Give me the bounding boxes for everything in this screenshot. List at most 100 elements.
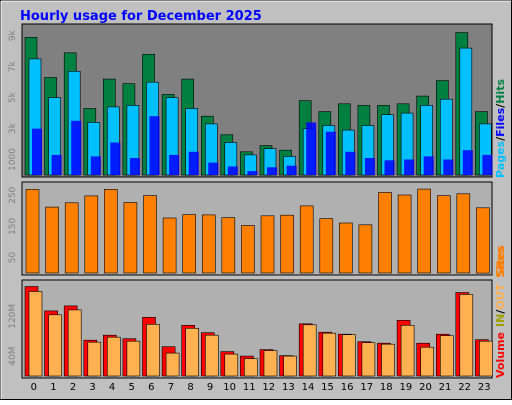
sites-bar (280, 214, 294, 274)
y-tick-label: 3k (8, 122, 18, 134)
x-tick-label: 8 (187, 382, 193, 393)
legend-sites-faint: Sites (494, 246, 507, 277)
sites-bar (241, 225, 255, 274)
sites-bar (358, 224, 373, 274)
sites-bar (123, 202, 138, 274)
x-tick-label: 14 (302, 382, 315, 393)
volume-out-bar (459, 294, 474, 377)
volume-out-bar (283, 355, 297, 377)
y-tick-label: 7k (8, 60, 18, 72)
legend-pages: Pages (494, 140, 507, 178)
volume-out-bar (67, 309, 82, 377)
pages-bar (247, 171, 258, 175)
hits-panel (21, 23, 493, 178)
pages-bar (325, 131, 336, 175)
pages-bar (482, 154, 493, 175)
x-tick-label: 15 (321, 382, 334, 393)
volume-out-bar (341, 334, 356, 377)
sites-bar (397, 194, 412, 274)
pages-bar (71, 120, 82, 175)
pages-bar (404, 159, 415, 175)
y-tick-label: 120M (8, 304, 18, 329)
bars (24, 32, 493, 377)
y-ticks: 1000 3k 5k 7k 9k 50 150 250 40M 120M (8, 29, 18, 365)
volume-out-bar (87, 341, 102, 377)
volume-out-bar (420, 346, 435, 377)
legend-slash-3: / (494, 309, 507, 314)
pages-bar (90, 156, 101, 175)
volume-out-bar (381, 343, 395, 377)
y-tick-label: 250 (8, 186, 18, 203)
volume-out-bar (361, 342, 376, 377)
y-tick-label: 1000 (8, 148, 18, 171)
volume-out-bar (263, 350, 278, 377)
sites-bar (182, 214, 196, 274)
volume-out-bar (302, 324, 317, 377)
legend-slash-2: / (494, 103, 507, 108)
x-tick-label: 6 (148, 382, 154, 393)
pages-bar (51, 154, 62, 175)
sites-bar (319, 218, 334, 274)
legend-volume: Volume (494, 332, 507, 378)
pages-bar (306, 122, 317, 175)
volume-out-bar (48, 314, 62, 377)
volume-out-bar (224, 353, 239, 377)
pages-bar (267, 167, 277, 175)
sites-bar (456, 193, 471, 274)
x-tick-label: 2 (70, 382, 76, 393)
x-tick-label: 5 (129, 382, 135, 393)
x-tick-label: 12 (262, 382, 275, 393)
pages-bar (364, 158, 375, 175)
x-tick-label: 22 (458, 382, 471, 393)
legend-hits-panel: Pages/Files/Hits (494, 79, 507, 178)
sites-bar (338, 222, 353, 274)
x-tick-label: 3 (89, 382, 95, 393)
x-tick-label: 0 (31, 382, 37, 393)
sites-bar (104, 189, 118, 274)
legend-out: OUT (494, 283, 507, 309)
pages-bar (227, 166, 238, 175)
pages-bar (188, 151, 199, 175)
pages-bar (149, 116, 160, 175)
pages-bar (384, 160, 395, 175)
volume-out-bar (185, 327, 199, 377)
chart-title: Hourly usage for December 2025 (20, 9, 262, 24)
x-tick-label: 10 (223, 382, 236, 393)
x-ticks: 0 1 2 3 4 5 6 7 8 9 10 11 12 13 14 15 16 17 18 19 20 21 22 23 (31, 382, 491, 393)
legend-slash-1: / (494, 136, 507, 141)
x-tick-label: 16 (341, 382, 354, 393)
x-tick-label: 9 (207, 382, 213, 393)
sites-bar (162, 217, 177, 274)
y-tick-label: 50 (8, 252, 18, 264)
volume-out-bar (146, 323, 160, 377)
sites-bar (299, 205, 314, 274)
pages-bar (345, 151, 356, 175)
sites-panel (21, 181, 493, 276)
pages-bar (110, 142, 121, 175)
volume-out-bar (28, 291, 43, 377)
pages-bar (286, 165, 297, 175)
y-tick-label: 9k (8, 29, 18, 41)
volume-out-bar (479, 340, 493, 377)
x-tick-label: 4 (109, 382, 115, 393)
x-tick-label: 13 (282, 382, 295, 393)
volume-out-bar (400, 324, 415, 377)
legend-in: IN (494, 314, 507, 327)
volume-out-bar (107, 336, 121, 377)
pages-bar (462, 150, 473, 175)
volume-out-bar (165, 352, 180, 377)
legend-hits: Hits (494, 79, 507, 104)
sites-bar (45, 206, 59, 274)
pages-bar (129, 158, 140, 175)
sites-bar (476, 207, 490, 274)
sites-bar (221, 217, 236, 274)
sites-bar (417, 188, 432, 274)
volume-out-bar (439, 335, 454, 377)
x-tick-label: 23 (478, 382, 491, 393)
y-tick-label: 40M (8, 346, 18, 365)
x-tick-label: 11 (243, 382, 256, 393)
x-tick-label: 7 (168, 382, 174, 393)
pages-bar (423, 156, 434, 175)
